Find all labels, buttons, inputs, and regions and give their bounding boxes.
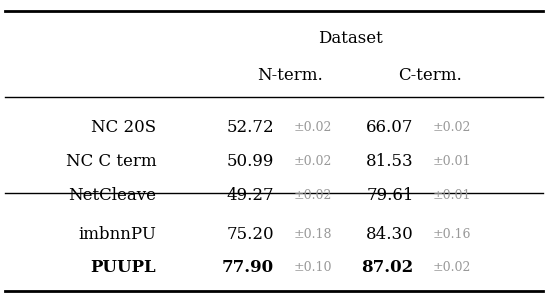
Text: NC C term: NC C term <box>66 153 156 170</box>
Text: ±0.02: ±0.02 <box>433 261 471 274</box>
Text: 66.07: 66.07 <box>366 119 414 136</box>
Text: 79.61: 79.61 <box>366 187 414 204</box>
Text: ±0.02: ±0.02 <box>293 155 332 168</box>
Text: 52.72: 52.72 <box>226 119 274 136</box>
Text: ±0.02: ±0.02 <box>433 121 471 134</box>
Text: 75.20: 75.20 <box>226 225 274 243</box>
Text: ±0.18: ±0.18 <box>293 228 332 241</box>
Text: C-term.: C-term. <box>398 67 462 84</box>
Text: ±0.02: ±0.02 <box>293 121 332 134</box>
Text: 81.53: 81.53 <box>366 153 414 170</box>
Text: NetCleave: NetCleave <box>68 187 156 204</box>
Text: NC 20S: NC 20S <box>91 119 156 136</box>
Text: ±0.10: ±0.10 <box>293 261 332 274</box>
Text: N-term.: N-term. <box>258 67 323 84</box>
Text: ±0.01: ±0.01 <box>433 189 471 202</box>
Text: 49.27: 49.27 <box>226 187 274 204</box>
Text: 50.99: 50.99 <box>227 153 274 170</box>
Text: PUUPL: PUUPL <box>90 259 156 277</box>
Text: imbnnPU: imbnnPU <box>78 225 156 243</box>
Text: ±0.16: ±0.16 <box>433 228 471 241</box>
Text: 84.30: 84.30 <box>366 225 414 243</box>
Text: ±0.01: ±0.01 <box>433 155 471 168</box>
Text: ±0.02: ±0.02 <box>293 189 332 202</box>
Text: 87.02: 87.02 <box>362 259 414 277</box>
Text: 77.90: 77.90 <box>222 259 274 277</box>
Text: Dataset: Dataset <box>318 30 383 47</box>
